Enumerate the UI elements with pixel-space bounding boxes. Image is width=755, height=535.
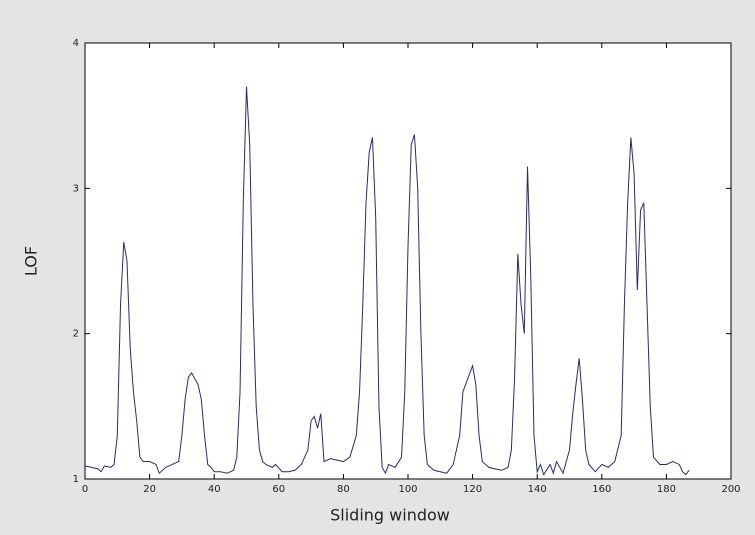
x-tick-label: 200 [721,484,740,495]
y-axis-label: LOF [22,246,41,276]
x-tick-label: 40 [208,484,221,495]
x-tick-label: 180 [657,484,676,495]
x-axis-label: Sliding window [330,506,450,525]
x-tick-label: 60 [272,484,285,495]
y-tick-label: 3 [73,183,79,194]
x-tick-label: 80 [337,484,350,495]
y-tick-label: 4 [73,38,79,49]
x-tick-label: 20 [143,484,156,495]
x-tick-label: 100 [398,484,417,495]
x-tick-label: 140 [528,484,547,495]
y-tick-label: 1 [73,474,79,485]
x-tick-label: 0 [82,484,88,495]
x-tick-label: 120 [463,484,482,495]
x-tick-label: 160 [592,484,611,495]
data-line [84,86,690,476]
y-tick-label: 2 [73,329,79,340]
